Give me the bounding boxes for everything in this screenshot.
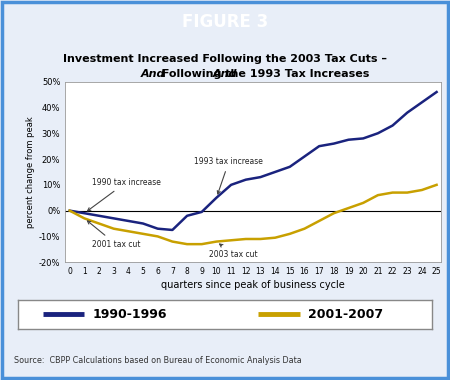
- Text: Investment Increased Following the 2003 Tax Cuts –: Investment Increased Following the 2003 …: [63, 54, 387, 64]
- Text: Source:  CBPP Calculations based on Bureau of Economic Analysis Data: Source: CBPP Calculations based on Burea…: [14, 356, 301, 365]
- Y-axis label: percent change from peak: percent change from peak: [26, 116, 35, 228]
- Text: 1990 tax increase: 1990 tax increase: [88, 178, 161, 211]
- Text: And: And: [213, 69, 237, 79]
- Text: Following the 1993 Tax Increases: Following the 1993 Tax Increases: [158, 69, 370, 79]
- Text: And: And: [140, 69, 165, 79]
- Text: 2001 tax cut: 2001 tax cut: [87, 221, 140, 249]
- Text: 1993 tax increase: 1993 tax increase: [194, 157, 263, 194]
- Text: 1990-1996: 1990-1996: [93, 308, 167, 321]
- X-axis label: quarters since peak of business cycle: quarters since peak of business cycle: [161, 280, 345, 290]
- Text: 2003 tax cut: 2003 tax cut: [209, 244, 258, 259]
- Text: FIGURE 3: FIGURE 3: [182, 13, 268, 31]
- Text: 2001-2007: 2001-2007: [308, 308, 383, 321]
